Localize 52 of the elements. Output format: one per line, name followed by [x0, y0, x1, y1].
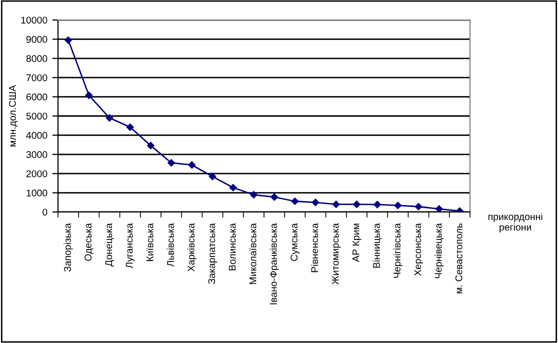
x-tick-label: Запорізька — [64, 223, 73, 272]
y-tick-label: 10000 — [21, 16, 48, 24]
x-tick-label: Харківська — [187, 223, 196, 272]
point — [147, 142, 154, 150]
y-tick-label: 3000 — [26, 151, 48, 158]
point — [414, 202, 422, 210]
x-tick-label: Житомирська — [332, 223, 341, 284]
point — [106, 114, 114, 122]
x-tick-label: АР Крим — [352, 224, 362, 262]
x-tick-label: Вінницька — [372, 223, 382, 268]
y-tick-label: 6000 — [26, 94, 48, 100]
y-tick-label: 9000 — [26, 36, 48, 43]
point — [332, 200, 340, 208]
x-tick-label: Чернігівська — [393, 223, 402, 278]
point — [168, 159, 175, 166]
x-tick-label: Донецька — [105, 223, 114, 266]
point — [312, 198, 320, 206]
y-tick-label: 8000 — [26, 55, 48, 62]
point — [374, 200, 381, 208]
y-tick-label: 1000 — [26, 190, 48, 196]
point — [85, 92, 93, 99]
point — [435, 205, 443, 212]
x-tick-label: Закарпатська — [208, 223, 218, 284]
x-tick-label: Волинська — [228, 223, 236, 270]
y-tick-label: 4000 — [26, 132, 48, 139]
x-tick-label: м. Севастополь — [455, 224, 462, 294]
y-tick-label: 2000 — [26, 170, 48, 178]
point — [291, 198, 299, 205]
x-tick-label: Київська — [146, 223, 154, 261]
y-tick-label: 5000 — [26, 112, 48, 120]
x-tick-label: Львівська — [166, 223, 174, 267]
point — [208, 172, 216, 180]
point — [250, 191, 258, 198]
point — [188, 161, 196, 169]
x-tick-label: Рівненська — [310, 223, 318, 272]
x-tick-label: Миколаївська — [250, 223, 256, 284]
point — [270, 193, 278, 201]
point — [353, 200, 360, 208]
x-axis-title: прикордонні регіони — [488, 212, 542, 232]
x-tick-label: Чернівецька — [434, 223, 444, 278]
y-tick-label: 7000 — [26, 74, 48, 82]
x-tick-label: Херсонська — [414, 223, 424, 276]
point — [394, 202, 402, 210]
point — [64, 36, 72, 44]
point — [126, 123, 134, 131]
x-tick-label: Сумська — [290, 223, 300, 261]
x-tick-label: Луганська — [126, 223, 135, 268]
x-tick-label: Одеська — [84, 223, 94, 261]
y-axis-title: млн.дол.США — [8, 84, 18, 146]
y-tick-label: 0 — [42, 208, 48, 216]
point — [229, 184, 237, 192]
x-tick-label: Івано-Франківська — [270, 223, 279, 304]
